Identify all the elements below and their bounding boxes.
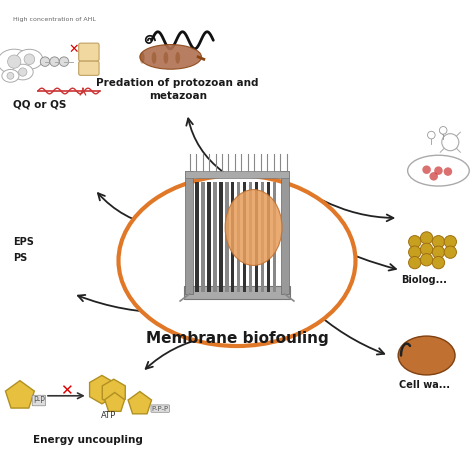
Text: Cell wa...: Cell wa... <box>399 380 450 390</box>
Circle shape <box>420 232 433 244</box>
Circle shape <box>8 55 21 68</box>
Ellipse shape <box>152 52 156 64</box>
Bar <box>281 171 289 294</box>
Ellipse shape <box>118 175 356 346</box>
Text: P-P: P-P <box>33 396 45 405</box>
Circle shape <box>18 68 27 76</box>
FancyBboxPatch shape <box>79 43 99 61</box>
Bar <box>195 182 199 292</box>
Ellipse shape <box>12 64 33 80</box>
Ellipse shape <box>16 49 43 69</box>
Text: ✕: ✕ <box>68 43 79 56</box>
Bar <box>255 182 258 292</box>
Ellipse shape <box>164 52 168 64</box>
Bar <box>261 182 264 292</box>
Text: ✕: ✕ <box>60 383 73 399</box>
Bar <box>267 182 270 292</box>
Circle shape <box>429 172 438 181</box>
Circle shape <box>442 134 459 151</box>
Text: Predation of protozoan and
metazoan: Predation of protozoan and metazoan <box>97 78 259 100</box>
Bar <box>237 182 240 292</box>
Bar <box>201 182 205 292</box>
Circle shape <box>432 236 445 248</box>
Text: Biolog...: Biolog... <box>401 275 447 285</box>
Circle shape <box>428 131 435 139</box>
Polygon shape <box>6 381 34 408</box>
FancyBboxPatch shape <box>79 61 99 75</box>
Ellipse shape <box>175 52 180 64</box>
Circle shape <box>420 243 433 255</box>
Circle shape <box>7 73 14 79</box>
Circle shape <box>422 165 431 174</box>
Circle shape <box>444 246 456 258</box>
Bar <box>273 182 276 292</box>
Bar <box>243 182 246 292</box>
Polygon shape <box>128 392 152 414</box>
Bar <box>207 182 210 292</box>
Polygon shape <box>102 379 125 406</box>
Bar <box>185 171 193 294</box>
Ellipse shape <box>0 49 31 74</box>
Text: High concentration of AHL: High concentration of AHL <box>13 17 96 22</box>
Bar <box>185 171 289 178</box>
Circle shape <box>432 256 445 269</box>
Bar <box>231 182 235 292</box>
Circle shape <box>24 54 35 64</box>
Polygon shape <box>105 392 125 411</box>
Circle shape <box>444 167 452 176</box>
Circle shape <box>40 57 50 66</box>
Polygon shape <box>90 375 114 404</box>
Ellipse shape <box>408 155 469 186</box>
Circle shape <box>409 256 421 269</box>
Circle shape <box>420 254 433 266</box>
Circle shape <box>50 57 59 66</box>
Ellipse shape <box>398 336 455 375</box>
Text: PS: PS <box>13 253 27 264</box>
Circle shape <box>409 236 421 248</box>
Ellipse shape <box>140 45 201 69</box>
Circle shape <box>434 166 443 175</box>
Circle shape <box>439 127 447 134</box>
Bar <box>249 182 252 292</box>
Text: EPS: EPS <box>13 237 34 247</box>
Circle shape <box>59 57 69 66</box>
Circle shape <box>409 246 421 258</box>
Bar <box>225 182 228 292</box>
Ellipse shape <box>225 190 282 265</box>
Ellipse shape <box>2 70 19 82</box>
Text: Energy uncoupling: Energy uncoupling <box>33 435 143 445</box>
Bar <box>213 182 217 292</box>
Text: ATP: ATP <box>100 411 116 420</box>
Ellipse shape <box>140 52 145 64</box>
Circle shape <box>444 236 456 248</box>
FancyBboxPatch shape <box>184 286 290 299</box>
Bar <box>219 182 223 292</box>
Text: QQ or QS: QQ or QS <box>13 100 67 109</box>
Text: Membrane biofouling: Membrane biofouling <box>146 331 328 346</box>
Text: P-P-P: P-P-P <box>152 406 169 411</box>
Circle shape <box>432 246 445 258</box>
